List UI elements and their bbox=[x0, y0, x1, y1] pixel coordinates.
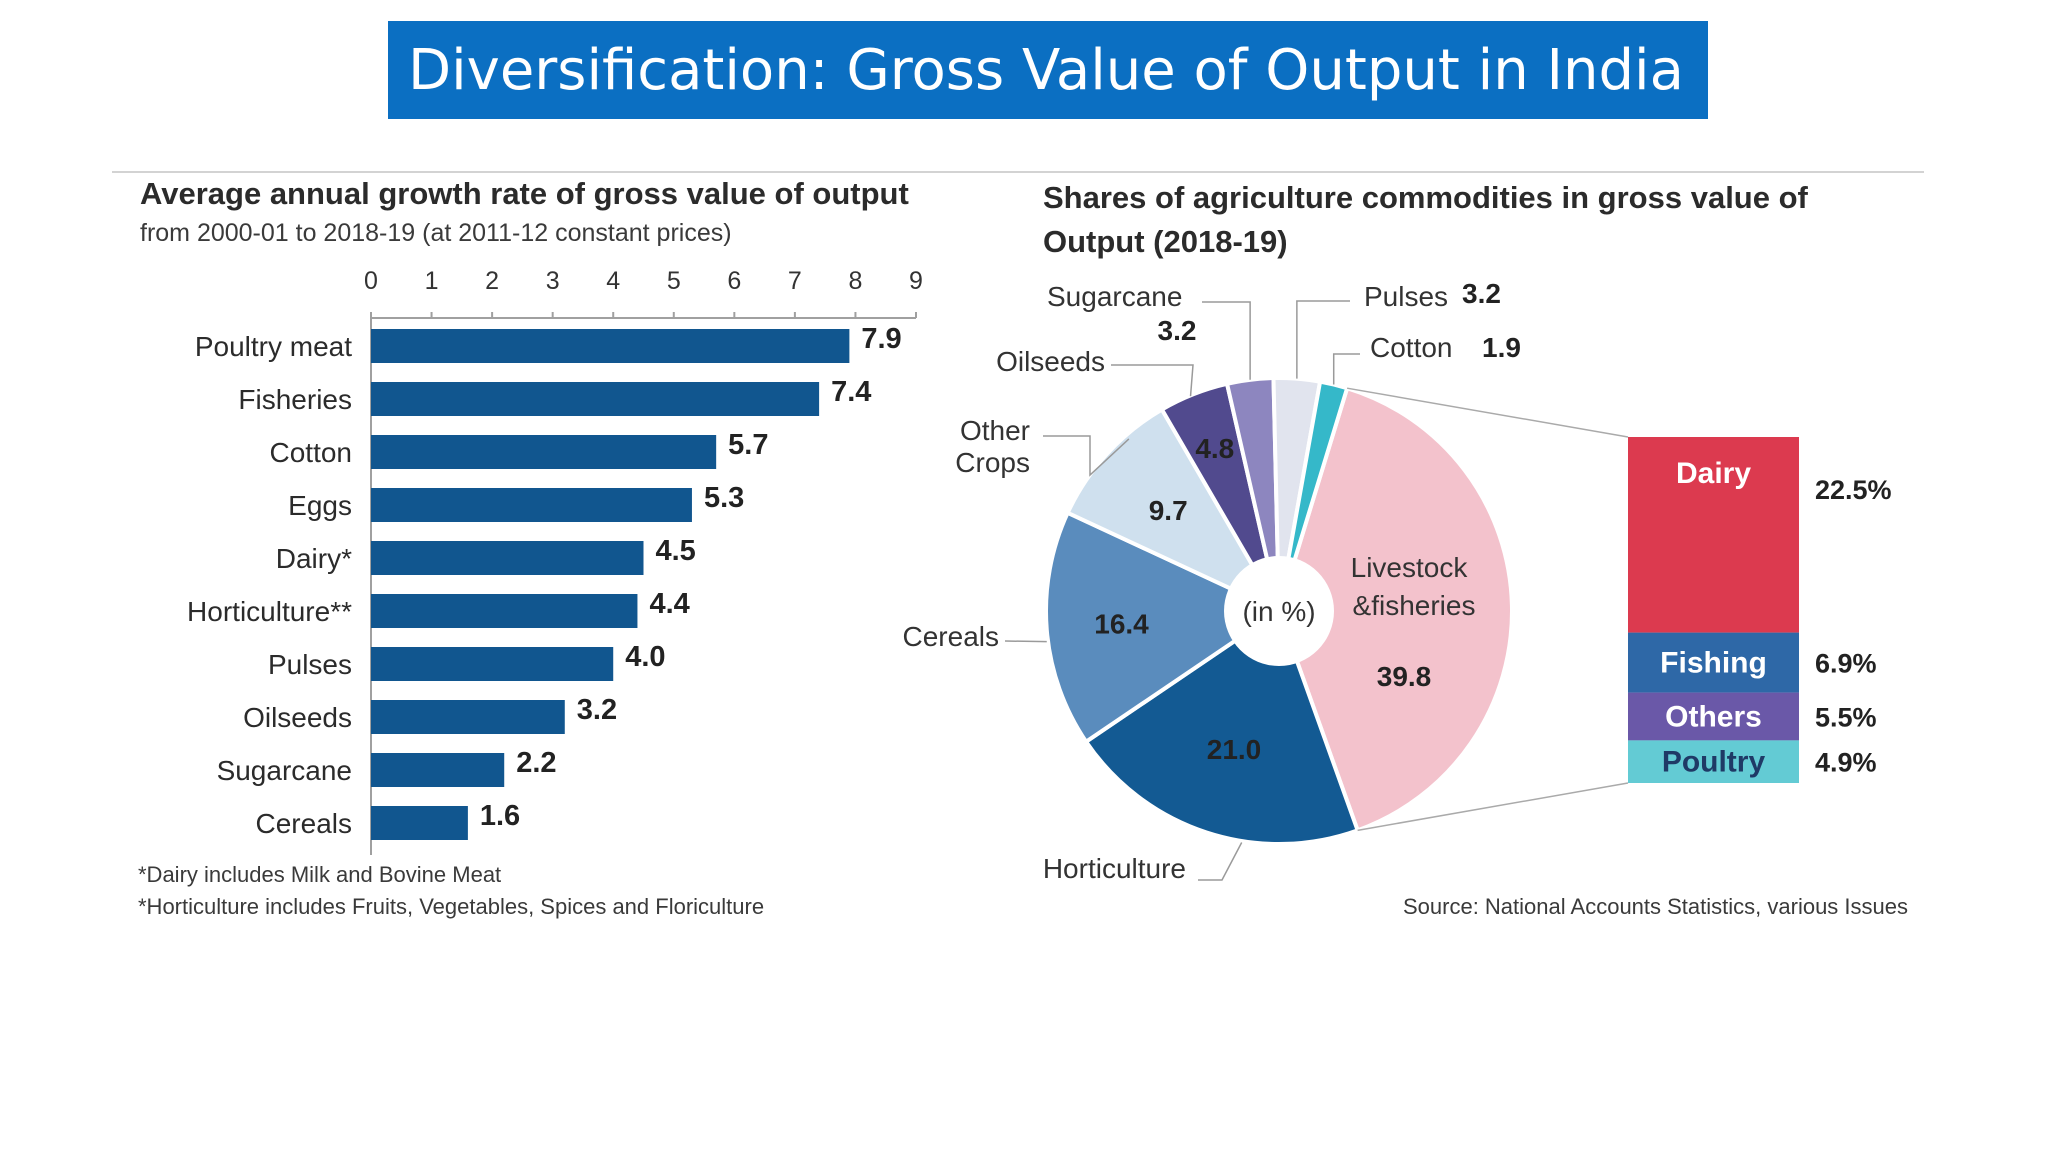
footnote-horticulture: *Horticulture includes Fruits, Vegetable… bbox=[138, 894, 765, 919]
stack-segment-label: Poultry bbox=[1662, 746, 1766, 779]
pie-slice-label: Cereals bbox=[903, 621, 999, 652]
data-label: 7.4 bbox=[831, 376, 871, 408]
pie-slice-label: Sugarcane bbox=[1047, 281, 1182, 312]
x-tick-label: 3 bbox=[546, 267, 560, 295]
pie-slice bbox=[1276, 385, 1514, 833]
category-label: Cotton bbox=[270, 437, 353, 468]
bar bbox=[371, 435, 717, 469]
bar-chart-subtitle: from 2000-01 to 2018-19 (at 2011-12 cons… bbox=[140, 219, 732, 247]
bar bbox=[371, 382, 820, 416]
pie-value-label: 4.8 bbox=[1195, 433, 1234, 464]
leader-line bbox=[1296, 300, 1350, 379]
pie-slice-label: &fisheries bbox=[1353, 590, 1476, 621]
page-title: Diversification: Gross Value of Output i… bbox=[408, 37, 1684, 103]
pie-value-label: 3.2 bbox=[1158, 315, 1197, 346]
category-label: Dairy* bbox=[276, 543, 352, 574]
pie-center-label: (in %) bbox=[1242, 596, 1315, 627]
data-label: 1.6 bbox=[480, 800, 520, 832]
x-tick-label: 7 bbox=[788, 267, 802, 295]
leader-line bbox=[1043, 435, 1130, 477]
bar bbox=[371, 753, 505, 787]
pie-slice bbox=[1083, 607, 1361, 846]
x-tick-label: 6 bbox=[727, 267, 741, 295]
stack-value-label: 6.9% bbox=[1815, 649, 1877, 679]
pie-center-hole bbox=[1224, 556, 1334, 666]
data-label: 3.2 bbox=[577, 694, 617, 726]
connector-line bbox=[1357, 782, 1629, 832]
category-label: Sugarcane bbox=[217, 755, 352, 786]
title-banner: Diversification: Gross Value of Output i… bbox=[388, 21, 1708, 119]
bar bbox=[371, 541, 644, 575]
x-tick-label: 8 bbox=[848, 267, 862, 295]
stack-segment-label: Others bbox=[1665, 700, 1762, 733]
data-label: 4.5 bbox=[656, 535, 696, 567]
stack-segment bbox=[1628, 740, 1799, 783]
pie-value-label: 21.0 bbox=[1207, 734, 1262, 765]
share-pie-chart: (in %) 39.8 21.0 16.4 9.74.8 Livestock&fisher… bbox=[903, 278, 1521, 884]
category-label: Cereals bbox=[256, 808, 352, 839]
stack-value-label: 5.5% bbox=[1815, 702, 1877, 732]
pie-slice bbox=[1065, 406, 1284, 616]
source-note: Source: National Accounts Statistics, va… bbox=[1402, 894, 1908, 919]
connector-line bbox=[1346, 387, 1629, 438]
x-tick-label: 4 bbox=[606, 267, 620, 295]
bar bbox=[371, 594, 638, 628]
stack-segment-label: Fishing bbox=[1660, 647, 1767, 680]
data-label: 4.4 bbox=[649, 588, 689, 620]
pie-value-label: 16.4 bbox=[1094, 609, 1149, 640]
category-label: Horticulture** bbox=[187, 596, 352, 627]
stack-segment bbox=[1628, 437, 1799, 633]
category-label: Pulses bbox=[268, 649, 352, 680]
data-label: 7.9 bbox=[861, 323, 901, 355]
pie-value-label: 39.8 bbox=[1377, 661, 1432, 692]
pie-slice-label: Pulses bbox=[1364, 281, 1448, 312]
x-tick-label: 2 bbox=[485, 267, 499, 295]
livestock-breakdown-bar: Dairy 22.5% Fishing 6.9% Others 5.5% Poultry 4.… bbox=[1346, 387, 1892, 832]
pie-slice-label: Livestock bbox=[1351, 552, 1469, 583]
leader-line bbox=[1004, 640, 1047, 643]
stack-segment bbox=[1628, 692, 1799, 741]
x-tick-label: 1 bbox=[425, 267, 439, 295]
bar bbox=[371, 329, 850, 363]
stack-segment-label: Dairy bbox=[1676, 457, 1751, 490]
bar-chart-title: Average annual growth rate of gross valu… bbox=[140, 176, 909, 211]
category-label: Oilseeds bbox=[243, 702, 352, 733]
bar bbox=[371, 806, 468, 840]
pie-chart-title: Shares of agriculture commodities in gro… bbox=[1043, 180, 1808, 259]
pie-slice bbox=[1277, 379, 1350, 612]
data-label: 5.7 bbox=[728, 429, 768, 461]
pie-slice-label: Horticulture bbox=[1043, 853, 1186, 884]
pie-slice bbox=[1044, 510, 1284, 745]
pie-value-label: 3.2 bbox=[1462, 278, 1501, 309]
stack-value-label: 22.5% bbox=[1815, 475, 1892, 505]
footnote-dairy: *Dairy includes Milk and Bovine Meat bbox=[138, 862, 502, 887]
leader-line bbox=[1111, 364, 1194, 397]
pie-value-label: 9.7 bbox=[1149, 495, 1188, 526]
bar bbox=[371, 647, 614, 681]
data-label: 5.3 bbox=[704, 482, 744, 514]
leader-line bbox=[1202, 301, 1251, 380]
pie-slice-label: Other bbox=[960, 415, 1030, 446]
pie-slice-label: Oilseeds bbox=[996, 346, 1105, 377]
x-tick-label: 9 bbox=[909, 267, 923, 295]
stack-value-label: 4.9% bbox=[1815, 748, 1877, 778]
data-label: 2.2 bbox=[516, 747, 556, 779]
panel-divider bbox=[112, 171, 1924, 173]
data-label: 4.0 bbox=[625, 641, 665, 673]
x-tick-label: 0 bbox=[364, 267, 378, 295]
stack-segment bbox=[1628, 632, 1799, 693]
category-label: Poultry meat bbox=[195, 331, 352, 362]
leader-line bbox=[1198, 842, 1243, 881]
x-tick-label: 5 bbox=[667, 267, 681, 295]
category-label: Fisheries bbox=[238, 384, 352, 415]
pie-value-label: 1.9 bbox=[1482, 332, 1521, 363]
pie-slice-label: Crops bbox=[955, 447, 1030, 478]
bar bbox=[371, 700, 565, 734]
pie-slice-label: Cotton bbox=[1370, 332, 1453, 363]
bar bbox=[371, 488, 692, 522]
growth-bar-chart: 0 1 2 3 4 5 6 7 8 9 Poultry meat 7.9 Fisheries 7.4 Cot… bbox=[187, 267, 923, 855]
category-label: Eggs bbox=[288, 490, 352, 521]
leader-line bbox=[1332, 353, 1360, 385]
